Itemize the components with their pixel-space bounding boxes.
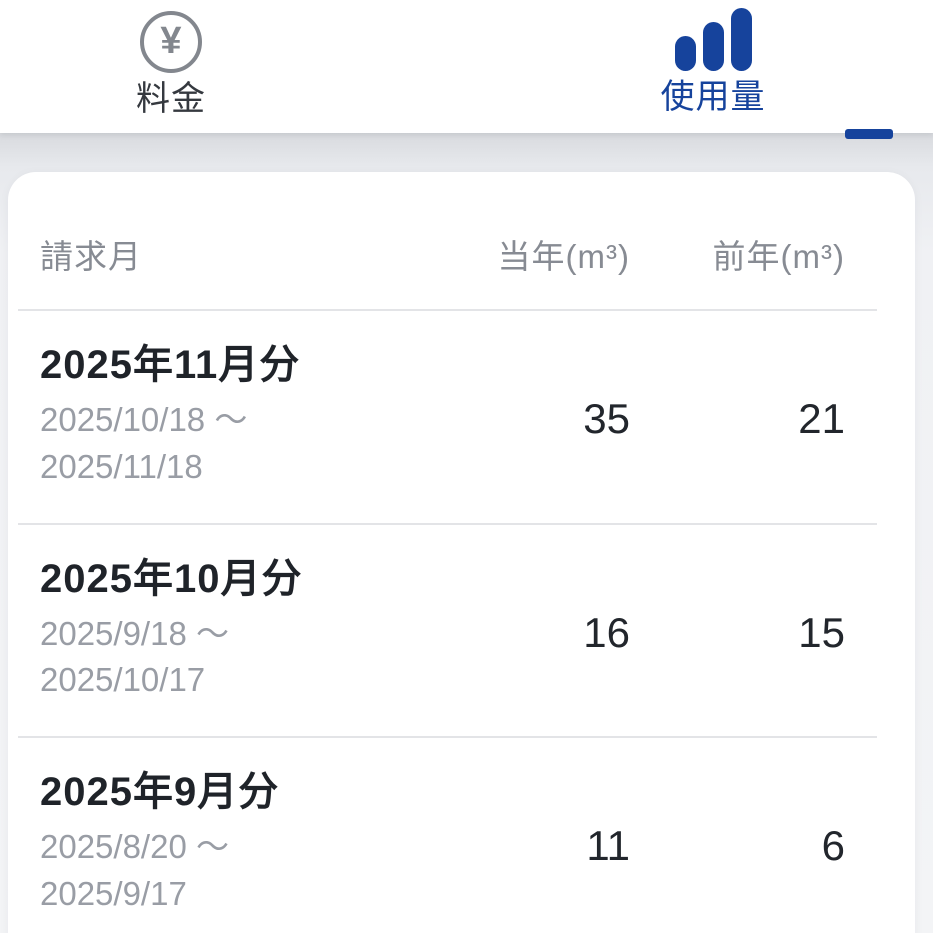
active-tab-indicator (845, 129, 893, 139)
tab-usage[interactable]: 使用量 (623, 0, 803, 133)
billing-month-cell: 2025年11月分 2025/10/18 〜 2025/11/18 (40, 339, 462, 491)
table-row[interactable]: 2025年10月分 2025/9/18 〜 2025/10/17 16 15 (40, 525, 877, 737)
bar-chart-icon (674, 8, 752, 71)
table-header-row: 請求月 当年(m³) 前年(m³) (40, 236, 877, 279)
tab-fee-label: 料金 (136, 80, 206, 118)
period-end: 2025/9/17 (40, 875, 187, 913)
column-header-billing-month: 請求月 (40, 238, 142, 275)
bar-chart-icon-bar-small (674, 36, 696, 71)
table-row[interactable]: 2025年9月分 2025/8/20 〜 2025/9/17 11 6 (40, 738, 877, 933)
period-start: 2025/8/20 〜 (40, 828, 229, 866)
table-row[interactable]: 2025年11月分 2025/10/18 〜 2025/11/18 35 21 (40, 311, 877, 523)
tab-fee[interactable]: ¥ 料金 (86, 0, 256, 133)
divider (18, 308, 877, 311)
yen-symbol: ¥ (160, 20, 182, 62)
billing-month-cell: 2025年9月分 2025/8/20 〜 2025/9/17 (40, 766, 462, 918)
usage-table-card: 請求月 当年(m³) 前年(m³) 2025年11月分 2025/10/18 〜… (8, 172, 915, 933)
yen-circle-icon: ¥ (140, 11, 202, 73)
current-year-value: 35 (583, 394, 630, 442)
period-start: 2025/9/18 〜 (40, 614, 229, 652)
current-year-value: 11 (586, 822, 630, 870)
top-tab-bar: ¥ 料金 使用量 (0, 0, 933, 133)
billing-month-label: 2025年9月分 (40, 770, 280, 815)
column-header-previous-year: 前年(m³) (712, 238, 845, 275)
previous-year-value: 21 (798, 394, 845, 442)
divider (18, 522, 877, 525)
period-end: 2025/11/18 (40, 447, 203, 485)
billing-month-label: 2025年11月分 (40, 342, 301, 387)
divider (18, 736, 877, 739)
bar-chart-icon-bar-large (730, 8, 752, 71)
previous-year-value: 15 (798, 608, 845, 656)
billing-month-cell: 2025年10月分 2025/9/18 〜 2025/10/17 (40, 553, 462, 705)
tab-usage-label: 使用量 (660, 78, 766, 116)
previous-year-value: 6 (821, 822, 845, 870)
billing-month-label: 2025年10月分 (40, 556, 303, 601)
column-header-current-year: 当年(m³) (497, 238, 630, 275)
current-year-value: 16 (583, 608, 630, 656)
period-start: 2025/10/18 〜 (40, 400, 248, 438)
bar-chart-icon-bar-medium (702, 22, 724, 71)
period-end: 2025/10/17 (40, 661, 206, 699)
